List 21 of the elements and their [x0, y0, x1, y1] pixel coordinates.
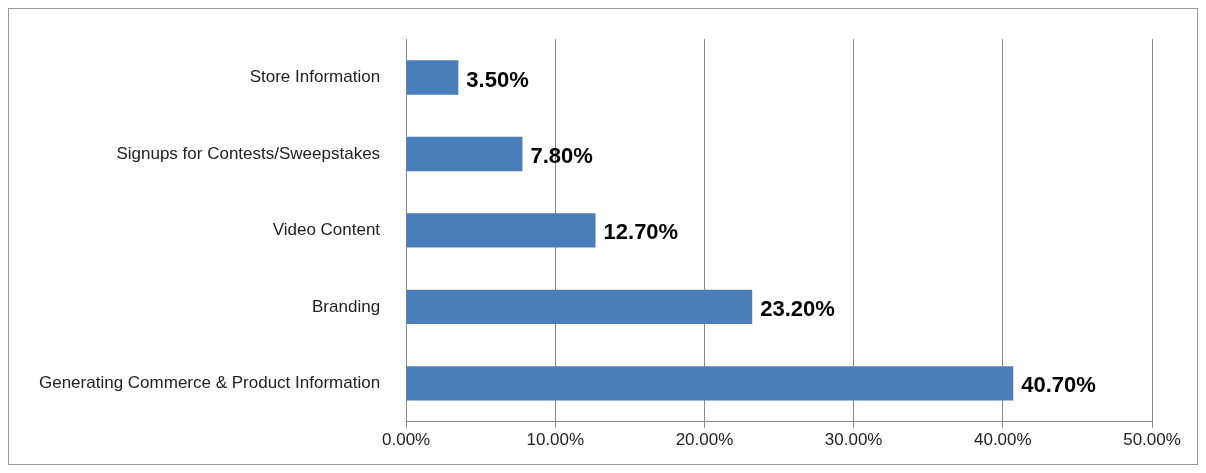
y-tick-label: Video Content [272, 220, 381, 240]
bar [406, 366, 1014, 401]
bar [406, 136, 523, 172]
bar [406, 213, 596, 248]
data-label: 7.80% [530, 142, 593, 168]
y-tick-label: Branding [312, 296, 381, 316]
y-tick-label: Store Information [249, 67, 381, 87]
data-label: 23.20% [760, 295, 835, 321]
x-tick-label: 10.00% [526, 430, 585, 450]
x-tick-label: 50.00% [1123, 430, 1181, 450]
bar [406, 289, 753, 325]
x-tick-label: 20.00% [675, 430, 734, 450]
x-tick-label: 30.00% [824, 430, 883, 450]
x-tick-label: 0.00% [381, 430, 431, 450]
y-tick-label: Signups for Contests/Sweepstakes [116, 143, 381, 163]
x-tick-label: 40.00% [973, 430, 1032, 450]
y-tick-label: Generating Commerce & Product Information [38, 373, 381, 393]
bar [406, 60, 459, 95]
data-label: 40.70% [1021, 372, 1096, 398]
data-label: 3.50% [466, 66, 529, 92]
data-label: 12.70% [603, 219, 679, 245]
